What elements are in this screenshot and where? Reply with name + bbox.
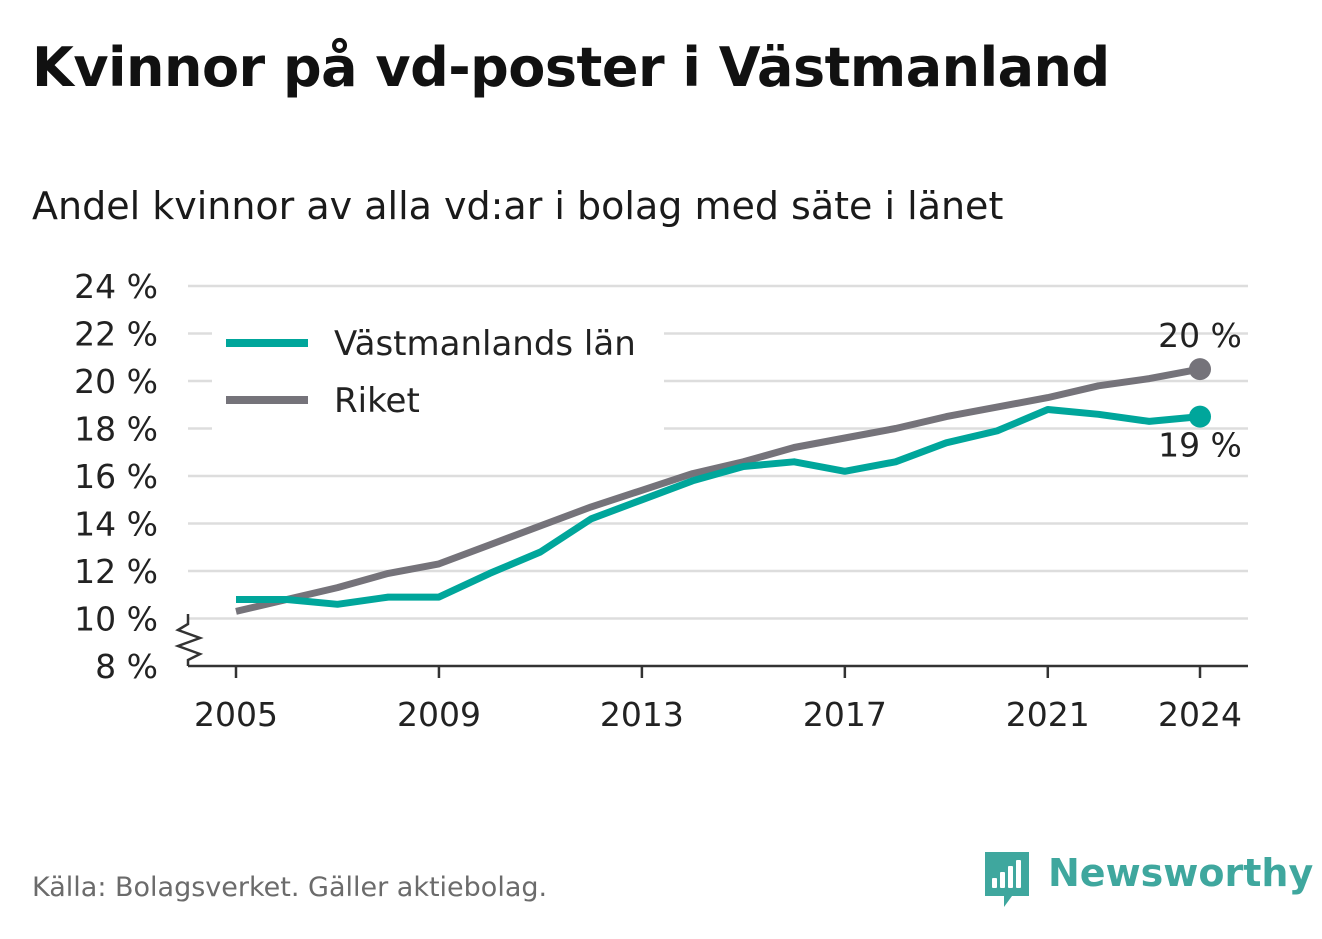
y-tick-label: 22 % bbox=[74, 315, 158, 354]
end-point-label: 20 % bbox=[1158, 316, 1242, 355]
x-tick-label: 2005 bbox=[194, 695, 278, 734]
x-tick-label: 2021 bbox=[1006, 695, 1090, 734]
y-tick-label: 18 % bbox=[74, 410, 158, 449]
y-tick-label: 14 % bbox=[74, 505, 158, 544]
x-tick-label: 2017 bbox=[803, 695, 887, 734]
bar-chart-speech-bubble-icon bbox=[985, 852, 1029, 907]
end-point-marker bbox=[1189, 358, 1211, 381]
y-tick-label: 8 % bbox=[95, 647, 158, 686]
chart-title: Kvinnor på vd-poster i Västmanland bbox=[32, 36, 1110, 99]
x-tick-label: 2024 bbox=[1158, 695, 1242, 734]
x-tick-label: 2013 bbox=[600, 695, 684, 734]
series-lines bbox=[235, 365, 1201, 615]
end-point-marker bbox=[1189, 405, 1211, 428]
y-tick-label: 12 % bbox=[74, 552, 158, 591]
legend: Västmanlands län Riket bbox=[212, 316, 664, 430]
end-point-label: 19 % bbox=[1158, 426, 1242, 465]
y-tick-label: 24 % bbox=[74, 267, 158, 306]
y-tick-label: 16 % bbox=[74, 457, 158, 496]
series-line-vastmanland bbox=[236, 406, 1201, 608]
source-note: Källa: Bolagsverket. Gäller aktiebolag. bbox=[32, 872, 548, 903]
brand-name: Newsworthy bbox=[1048, 851, 1314, 895]
axes: 8 % 10 % 12 % 14 % 16 % 18 % 20 % 22 % 24 % 2005 2… bbox=[74, 267, 1248, 734]
axis-break-mark bbox=[174, 614, 204, 666]
series-line-riket bbox=[235, 365, 1201, 615]
brand-logo: Newsworthy bbox=[982, 850, 1313, 910]
line-chart: 8 % 10 % 12 % 14 % 16 % 18 % 20 % 22 % 24 % 2005 2… bbox=[74, 267, 1248, 734]
legend-label: Riket bbox=[334, 381, 420, 421]
x-tick-label: 2009 bbox=[397, 695, 481, 734]
chart-subtitle: Andel kvinnor av alla vd:ar i bolag med … bbox=[32, 184, 1004, 228]
legend-background bbox=[212, 316, 664, 430]
y-tick-label: 10 % bbox=[74, 600, 158, 639]
legend-label: Västmanlands län bbox=[334, 324, 636, 364]
y-tick-label: 20 % bbox=[74, 362, 158, 401]
end-labels: 19 % 20 % bbox=[1158, 316, 1242, 465]
